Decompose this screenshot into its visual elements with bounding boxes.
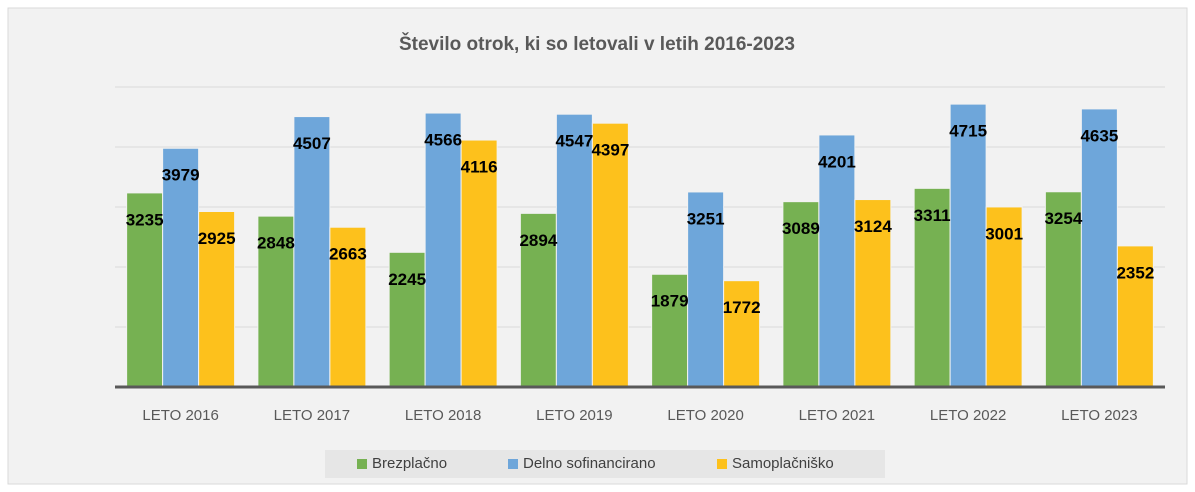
data-label: 2894 <box>519 231 557 250</box>
bar <box>460 139 498 388</box>
data-label: 4635 <box>1080 126 1118 145</box>
data-label: 1879 <box>651 292 689 311</box>
bar <box>913 187 951 388</box>
bar <box>651 273 689 388</box>
data-label: 3235 <box>126 210 164 229</box>
data-label: 3979 <box>162 166 200 185</box>
data-label: 3124 <box>854 217 892 236</box>
x-tick-label: LETO 2021 <box>799 407 875 424</box>
data-label: 2245 <box>388 270 426 289</box>
data-label: 4566 <box>424 131 462 150</box>
bar <box>293 116 331 388</box>
data-label: 3311 <box>914 206 951 225</box>
bar <box>388 251 426 388</box>
bar <box>854 199 892 388</box>
x-tick-label: LETO 2019 <box>536 407 612 424</box>
data-label: 2925 <box>198 229 236 248</box>
legend-label: Samoplačniško <box>732 455 834 472</box>
bar <box>591 122 629 388</box>
x-tick-label: LETO 2016 <box>142 407 218 424</box>
data-label: 4397 <box>591 141 629 160</box>
x-tick-label: LETO 2023 <box>1061 407 1137 424</box>
x-tick-label: LETO 2022 <box>930 407 1006 424</box>
data-label: 4547 <box>555 132 593 151</box>
x-tick-label: LETO 2018 <box>405 407 481 424</box>
x-tick-label: LETO 2017 <box>274 407 350 424</box>
data-label: 2352 <box>1116 263 1154 282</box>
bar <box>1044 191 1082 388</box>
legend-label: Delno sofinancirano <box>523 455 656 472</box>
data-label: 3089 <box>782 219 820 238</box>
bar <box>949 103 987 388</box>
bar <box>723 280 761 388</box>
data-label: 3001 <box>985 224 1023 243</box>
bar <box>519 212 557 388</box>
bar <box>555 113 593 388</box>
legend-swatch <box>357 459 367 469</box>
bar <box>424 112 462 388</box>
data-label: 3251 <box>687 209 725 228</box>
legend-box <box>325 450 885 478</box>
data-label: 4116 <box>461 158 498 177</box>
data-label: 4507 <box>293 134 331 153</box>
bar <box>1080 108 1118 388</box>
legend-swatch <box>717 459 727 469</box>
data-label: 4201 <box>818 152 856 171</box>
data-label: 2663 <box>329 245 367 264</box>
chart-title: Število otrok, ki so letovali v letih 20… <box>399 33 795 55</box>
x-tick-label: LETO 2020 <box>667 407 743 424</box>
bar <box>818 134 856 388</box>
bar <box>1116 245 1154 388</box>
bar <box>329 226 367 388</box>
bar <box>782 201 820 388</box>
data-label: 3254 <box>1044 209 1082 228</box>
data-label: 4715 <box>949 122 987 141</box>
data-label: 2848 <box>257 234 295 253</box>
data-label: 1772 <box>723 298 761 317</box>
legend-swatch <box>508 459 518 469</box>
bar <box>687 191 725 388</box>
legend-label: Brezplačno <box>372 455 447 472</box>
bar <box>985 206 1023 388</box>
